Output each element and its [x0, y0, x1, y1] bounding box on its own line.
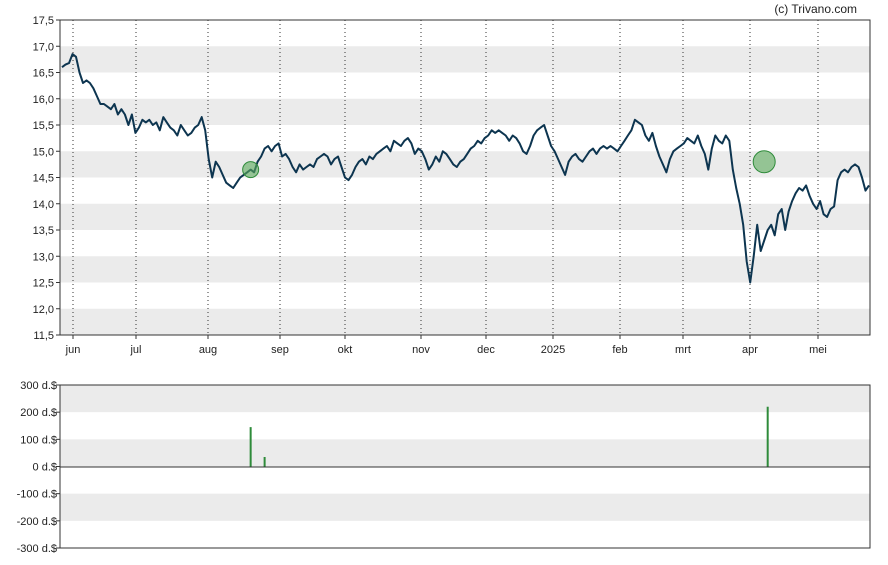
volume-bars [249, 406, 769, 467]
volume-y-tick-label: 0 d.$ [33, 462, 57, 474]
volume-band [60, 439, 870, 467]
price-band [60, 98, 870, 125]
volume-band [60, 493, 870, 521]
y-tick-label: 17,0 [33, 41, 54, 53]
volume-y-tick-label: -200 d.$ [17, 516, 57, 528]
volume-y-axis: 300 d.$ 200 d.$ 100 d.$ 0 d.$ -100 d.$ -200 d… [17, 380, 60, 555]
x-tick-label: dec [477, 344, 495, 356]
x-tick-label: feb [612, 344, 627, 356]
price-x-axis: jun jul aug sep okt nov dec 2025 feb mrt apr mei [65, 335, 827, 356]
trade-marker [242, 161, 260, 179]
y-tick-label: 14,0 [33, 199, 54, 211]
volume-y-tick-label: 300 d.$ [20, 380, 57, 392]
volume-y-tick-label: 100 d.$ [20, 434, 57, 446]
x-tick-label: jun [65, 344, 81, 356]
x-tick-label: nov [412, 344, 430, 356]
price-band [60, 46, 870, 73]
y-tick-label: 14,5 [33, 173, 54, 185]
y-tick-label: 16,0 [33, 94, 54, 106]
price-band [60, 203, 870, 230]
volume-chart-bands [60, 385, 870, 521]
volume-plot-frame [59, 384, 871, 549]
y-tick-label: 11,5 [33, 330, 54, 342]
price-chart-month-grid [72, 20, 819, 335]
price-y-axis: 11,5 12,0 12,5 13,0 13,5 14,0 14,5 15,0 15,5 16,0… [33, 15, 60, 342]
y-tick-label: 16,5 [33, 68, 54, 80]
y-tick-label: 12,5 [33, 278, 54, 290]
trade-markers [242, 150, 776, 179]
x-tick-label: jul [129, 344, 141, 356]
volume-y-tick-label: -100 d.$ [17, 489, 57, 501]
price-line [61, 53, 870, 284]
price-band [60, 308, 870, 335]
y-tick-label: 13,5 [33, 225, 54, 237]
volume-y-tick-label: -300 d.$ [17, 543, 57, 555]
trade-marker [752, 150, 776, 174]
price-plot-frame [59, 19, 871, 336]
y-tick-label: 13,0 [33, 251, 54, 263]
x-tick-label: sep [271, 344, 289, 356]
volume-band [60, 385, 870, 413]
x-tick-label: okt [338, 344, 353, 356]
volume-y-tick-label: 200 d.$ [20, 407, 57, 419]
price-band [60, 256, 870, 283]
x-tick-label: mrt [675, 344, 691, 356]
x-tick-label: apr [742, 344, 758, 356]
price-chart-bands [60, 46, 870, 335]
x-tick-label: aug [199, 344, 217, 356]
x-tick-label: mei [809, 344, 827, 356]
credit-label: (c) Trivano.com [774, 2, 857, 16]
y-tick-label: 12,0 [33, 304, 54, 316]
x-tick-label: 2025 [541, 344, 565, 356]
y-tick-label: 17,5 [33, 15, 54, 27]
y-tick-label: 15,5 [33, 120, 54, 132]
y-tick-label: 15,0 [33, 146, 54, 158]
price-band [60, 151, 870, 178]
